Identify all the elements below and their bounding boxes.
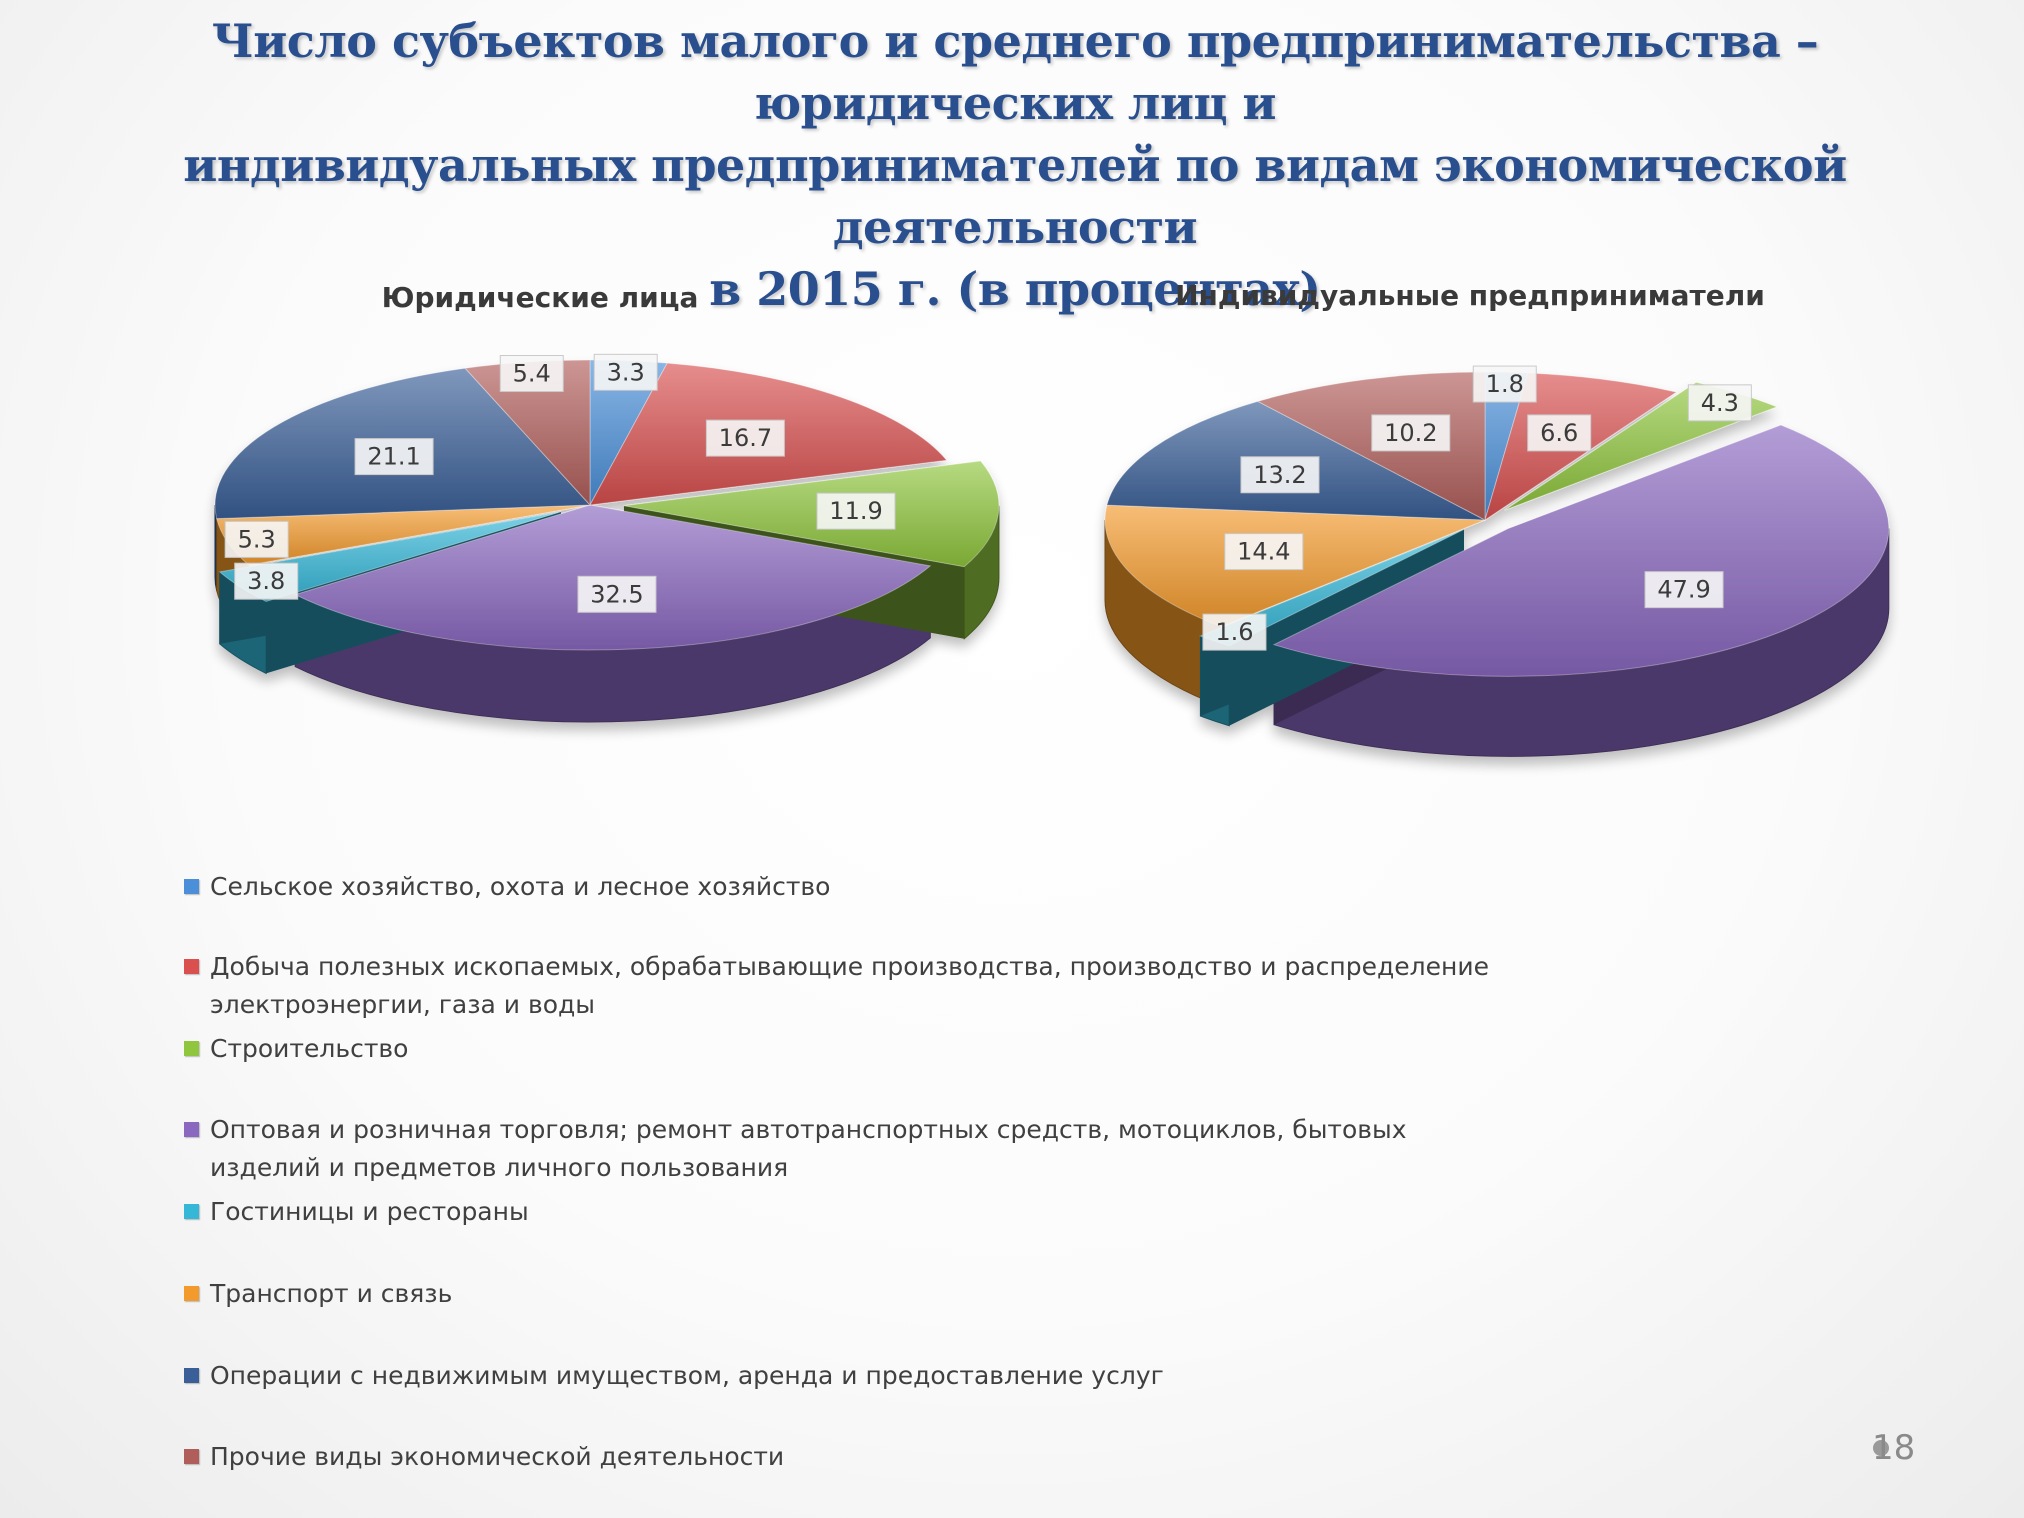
data-label-box xyxy=(816,492,896,530)
legend-label: Операции с недвижимым имуществом, аренда… xyxy=(210,1357,1164,1395)
pie-body xyxy=(1104,371,1890,757)
data-label: 6.6 xyxy=(1540,419,1578,447)
legend-label: Оптовая и розничная торговля; ремонт авт… xyxy=(210,1111,1407,1187)
data-label: 3.3 xyxy=(607,358,645,386)
legend-label: Транспорт и связь xyxy=(210,1275,452,1313)
data-label-box xyxy=(1371,414,1451,452)
data-label: 32.5 xyxy=(590,580,643,608)
data-label-box xyxy=(577,575,657,613)
legend-item: Оптовая и розничная торговля; ремонт авт… xyxy=(184,1111,1407,1187)
legend-label: Сельское хозяйство, охота и лесное хозяй… xyxy=(210,868,830,906)
legend-swatch-icon xyxy=(184,1368,199,1383)
pie-body xyxy=(214,359,1000,723)
data-label: 47.9 xyxy=(1657,576,1710,604)
pie-chart-legal-entities: Юридические лица 3.3 16.7 11.9 32.5 3.8 5.3 21… xyxy=(214,281,1000,723)
legend-label: Строительство xyxy=(210,1030,408,1068)
data-label: 11.9 xyxy=(829,497,882,525)
data-label: 14.4 xyxy=(1237,538,1290,566)
data-label-box xyxy=(1644,571,1724,609)
data-label: 10.2 xyxy=(1384,419,1437,447)
slide-title: Число субъектов малого и среднего предпр… xyxy=(100,10,1930,320)
slide-title-line-3: в 2015 г. (в процентах) xyxy=(709,262,1321,316)
legend-label-line: Транспорт и связь xyxy=(210,1279,453,1308)
data-label-box xyxy=(593,353,658,391)
data-label: 1.8 xyxy=(1486,370,1524,398)
legend-item: Добыча полезных ископаемых, обрабатывающ… xyxy=(184,948,1489,1024)
data-label-box xyxy=(234,562,299,600)
pie-chart-individual-entrepreneurs: Индивидуальные предприниматели 1.8 6.6 4.3… xyxy=(1104,279,1890,757)
legend-label-line: электроэнергии, газа и воды xyxy=(210,990,596,1019)
legend-swatch-icon xyxy=(184,879,199,894)
data-label-box xyxy=(354,438,434,476)
data-label-box xyxy=(1240,456,1320,494)
legend-item: Прочие виды экономической деятельности xyxy=(184,1438,784,1476)
data-label-box xyxy=(1202,613,1267,651)
legend-label: Гостиницы и рестораны xyxy=(210,1193,529,1231)
legend-label-line: Оптовая и розничная торговля; ремонт авт… xyxy=(210,1115,1407,1144)
page-number: 18 xyxy=(1872,1428,1916,1468)
data-label-box xyxy=(1527,414,1592,452)
data-label-box xyxy=(1687,384,1752,422)
legend-item: Операции с недвижимым имуществом, аренда… xyxy=(184,1357,1164,1395)
legend-swatch-icon xyxy=(184,1122,199,1137)
legend-item: Гостиницы и рестораны xyxy=(184,1193,529,1231)
data-label-box xyxy=(1472,365,1537,403)
chart-title-legal-entities: Юридические лица xyxy=(382,281,699,314)
legend-label-line: Гостиницы и рестораны xyxy=(210,1197,529,1226)
data-label-box xyxy=(224,520,289,558)
legend-label-line: Сельское хозяйство, охота и лесное хозяй… xyxy=(210,872,831,901)
data-label-box xyxy=(1224,533,1304,571)
data-label: 4.3 xyxy=(1701,389,1739,417)
legend-label-line: Строительство xyxy=(210,1034,409,1063)
legend-swatch-icon xyxy=(184,1449,199,1464)
legend-item: Транспорт и связь xyxy=(184,1275,452,1313)
page-dot-icon xyxy=(1873,1440,1889,1456)
legend-label-line: Прочие виды экономической деятельности xyxy=(210,1442,785,1471)
slide-title-line-1: Число субъектов малого и среднего предпр… xyxy=(211,14,1819,130)
legend-swatch-icon xyxy=(184,959,199,974)
data-label: 16.7 xyxy=(719,424,772,452)
data-label: 3.8 xyxy=(247,567,285,595)
legend-swatch-icon xyxy=(184,1204,199,1219)
pie-slice xyxy=(1272,424,1890,677)
data-label: 5.3 xyxy=(238,525,276,553)
data-label: 5.4 xyxy=(513,360,551,388)
legend-swatch-icon xyxy=(184,1286,199,1301)
data-label-box xyxy=(499,355,564,393)
legend-label: Добыча полезных ископаемых, обрабатывающ… xyxy=(210,948,1489,1024)
legend-item: Строительство xyxy=(184,1030,408,1068)
data-label: 21.1 xyxy=(367,443,420,471)
legend-label-line: Операции с недвижимым имуществом, аренда… xyxy=(210,1361,1164,1390)
slide-title-line-2: индивидуальных предпринимателей по видам… xyxy=(183,138,1847,254)
legend-label-line: Добыча полезных ископаемых, обрабатывающ… xyxy=(210,952,1490,981)
legend-label: Прочие виды экономической деятельности xyxy=(210,1438,784,1476)
pie-slice xyxy=(623,460,1000,568)
data-label: 13.2 xyxy=(1253,461,1306,489)
data-label-box xyxy=(705,419,785,457)
legend-item: Сельское хозяйство, охота и лесное хозяй… xyxy=(184,868,830,906)
data-label: 1.6 xyxy=(1215,618,1253,646)
legend-label-line: изделий и предметов личного пользования xyxy=(210,1153,789,1182)
legend-swatch-icon xyxy=(184,1041,199,1056)
chart-title-individual-entrepreneurs: Индивидуальные предприниматели xyxy=(1175,279,1765,312)
